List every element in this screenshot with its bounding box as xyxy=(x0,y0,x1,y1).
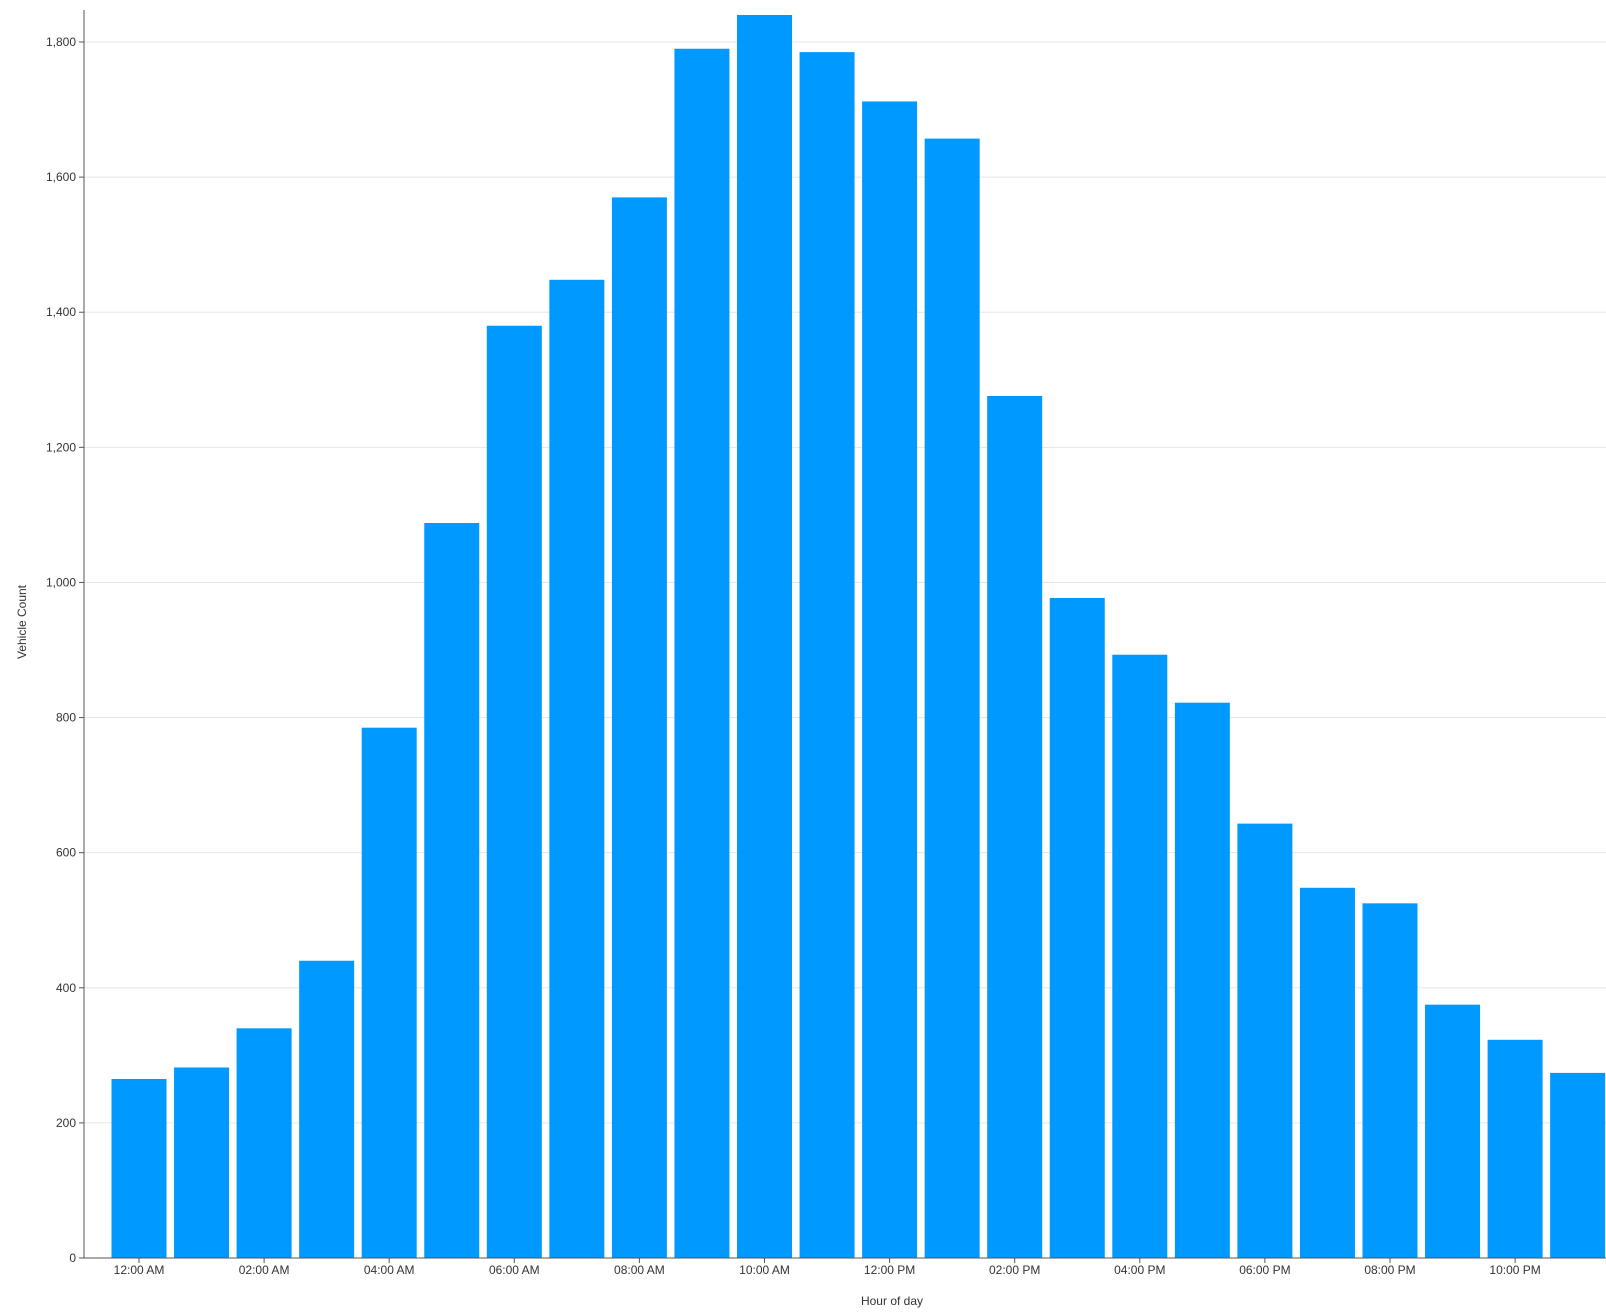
bar xyxy=(299,960,355,1258)
y-tick-label: 200 xyxy=(56,1116,76,1130)
bar xyxy=(799,52,855,1259)
x-tick-label: 08:00 AM xyxy=(614,1263,665,1277)
bar xyxy=(174,1067,230,1258)
bar xyxy=(862,101,918,1259)
x-tick-label: 06:00 PM xyxy=(1239,1263,1290,1277)
y-axis-ticks: 0 200 400 600 800 1,000 1,200 1,400 1,600 1,800 xyxy=(46,35,84,1265)
bar xyxy=(1237,823,1293,1258)
bar xyxy=(549,279,605,1259)
bar xyxy=(1299,887,1355,1258)
bar xyxy=(674,48,730,1258)
x-tick-label: 12:00 PM xyxy=(864,1263,915,1277)
bars xyxy=(111,14,1606,1259)
bar xyxy=(987,395,1043,1259)
bar xyxy=(486,325,542,1258)
bar xyxy=(236,1028,292,1258)
y-tick-label: 800 xyxy=(56,711,76,725)
y-tick-label: 600 xyxy=(56,846,76,860)
x-tick-label: 10:00 PM xyxy=(1489,1263,1540,1277)
bar xyxy=(1362,903,1418,1258)
x-tick-label: 06:00 AM xyxy=(489,1263,540,1277)
y-tick-label: 1,000 xyxy=(46,575,76,589)
y-tick-label: 0 xyxy=(69,1251,76,1265)
x-tick-label: 04:00 AM xyxy=(364,1263,415,1277)
bar xyxy=(361,727,417,1258)
bar xyxy=(737,14,792,1258)
bar xyxy=(1112,654,1168,1258)
x-tick-label: 10:00 AM xyxy=(739,1263,790,1277)
x-axis-title: Hour of day xyxy=(861,1294,923,1308)
bar xyxy=(611,197,667,1258)
x-tick-label: 04:00 PM xyxy=(1114,1263,1165,1277)
x-tick-label: 02:00 AM xyxy=(239,1263,290,1277)
y-tick-label: 1,600 xyxy=(46,170,76,184)
y-tick-label: 1,800 xyxy=(46,35,76,49)
axes xyxy=(83,10,1606,1259)
x-tick-label: 12:00 AM xyxy=(114,1263,165,1277)
bar xyxy=(1425,1004,1481,1258)
y-axis-title: Vehicle Count xyxy=(15,584,29,659)
bar xyxy=(1487,1039,1543,1258)
bar xyxy=(1550,1072,1606,1258)
bar xyxy=(1174,702,1230,1258)
bar xyxy=(111,1078,167,1258)
bar xyxy=(1049,597,1105,1258)
bar xyxy=(924,138,980,1258)
x-tick-label: 02:00 PM xyxy=(989,1263,1040,1277)
y-tick-label: 400 xyxy=(56,981,76,995)
y-tick-label: 1,400 xyxy=(46,305,76,319)
x-axis-ticks: 12:00 AM 02:00 AM 04:00 AM 06:00 AM 08:00 AM… xyxy=(114,1258,1541,1277)
x-tick-label: 08:00 PM xyxy=(1364,1263,1415,1277)
y-tick-label: 1,200 xyxy=(46,440,76,454)
bar xyxy=(424,522,480,1258)
